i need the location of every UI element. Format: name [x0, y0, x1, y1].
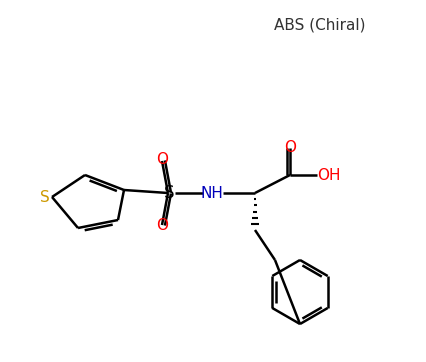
Text: OH: OH — [317, 168, 341, 182]
Text: O: O — [284, 139, 296, 155]
Text: O: O — [156, 219, 168, 233]
Text: S: S — [40, 189, 50, 205]
Text: O: O — [156, 152, 168, 168]
Text: NH: NH — [201, 185, 224, 201]
Text: S: S — [164, 184, 174, 202]
Text: ABS (Chiral): ABS (Chiral) — [274, 17, 366, 33]
